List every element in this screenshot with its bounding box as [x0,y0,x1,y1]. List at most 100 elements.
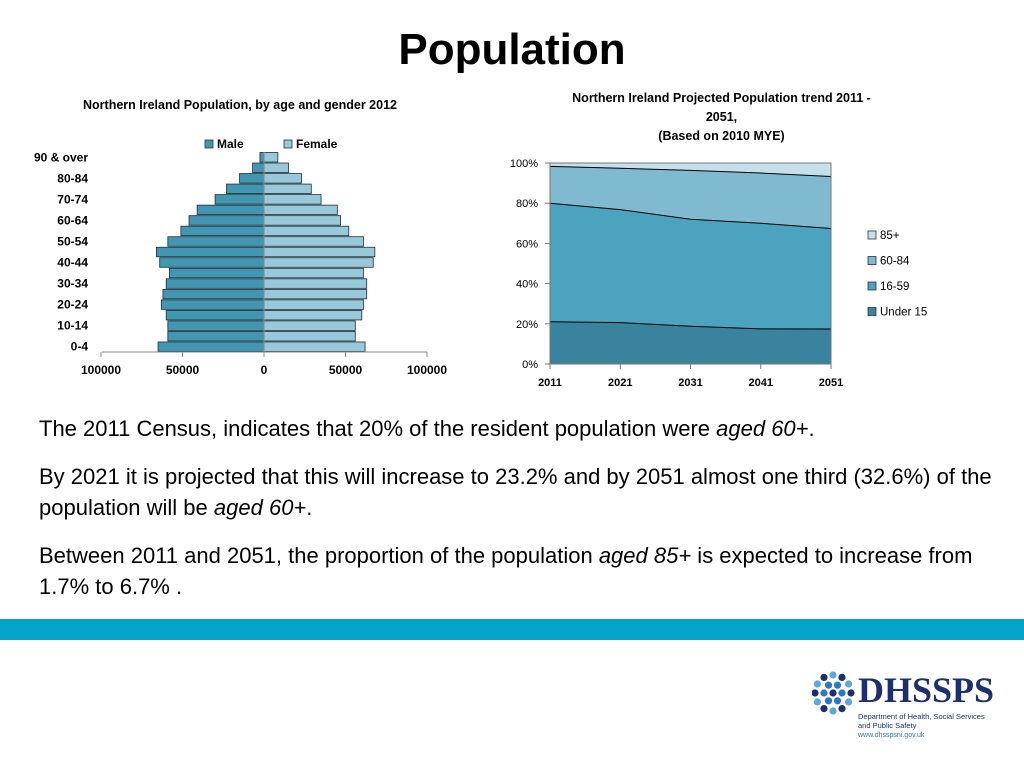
bar-female-50-54 [263,236,364,247]
y-tick-label: 70-74 [57,192,88,206]
legend-label-male: Male [217,137,244,151]
slide-title: Population [398,25,626,74]
legend-swatch-male [204,139,214,149]
body-text: The 2011 Census, indicates that 20% of t… [39,413,999,619]
trend-chart-title-line: Northern Ireland Projected Population tr… [572,91,871,105]
emphasis-text: aged 60+ [716,416,809,441]
bar-male-65-69 [196,204,265,216]
paragraph-text: . [306,495,313,520]
dhssps-logo: DHSSPS Department of Health, Social Serv… [812,670,1002,746]
bar-female-80-84 [263,173,302,184]
bar-female-15-19 [263,309,363,321]
y-tick-label: 40% [516,279,538,291]
trend-chart-title-line: 2051, [705,110,738,124]
series-boundary-line [549,321,832,330]
pyramid-chart-title: Northern Ireland Population, by age and … [83,98,397,112]
bar-male-5-9 [167,331,265,342]
legend-label-under-15: Under 15 [880,307,927,319]
paragraph-text: . [808,416,815,441]
x-tick-label: 2021 [608,377,632,389]
bar-male-90-over [259,152,265,163]
bar-male-50-54 [167,236,265,247]
series-boundary-line [549,202,832,230]
bar-female-65-69 [263,204,338,216]
body-paragraph: Between 2011 and 2051, the proportion of… [39,540,999,602]
bar-male-35-39 [169,267,265,279]
bar-male-80-84 [239,173,265,184]
bar-male-55-59 [180,225,265,237]
trend-chart-title: Northern Ireland Projected Population tr… [540,89,903,146]
logo-url: www.dhsspsni.gov.uk [858,732,925,739]
paragraph-text: The 2011 Census, indicates that 20% of t… [39,416,717,441]
emphasis-text: aged 85+ [598,543,692,568]
x-tick-label: 2011 [538,377,562,389]
legend-swatch-under-15 [867,307,877,316]
emphasis-text: aged 60+ [213,495,307,520]
bar-female-85-89 [263,162,289,173]
legend-label-60-84: 60-84 [880,256,910,268]
bar-male-15-19 [165,309,265,321]
area-16-59 [550,203,831,330]
y-tick-label: 60-64 [57,213,88,227]
footer-band [0,619,1024,640]
bar-female-20-24 [263,299,364,310]
y-tick-label: 50-54 [57,234,88,248]
area-60-84 [550,166,831,229]
x-tick-label: 2031 [678,377,702,389]
legend-swatch-female [283,139,293,149]
bar-male-60-64 [188,215,265,226]
body-paragraph: The 2011 Census, indicates that 20% of t… [39,413,999,444]
y-tick-label: 30-34 [57,277,88,291]
x-tick-label: 100000 [81,363,121,377]
bar-female-70-74 [263,194,322,205]
legend-label-female: Female [296,137,338,151]
paragraph-text: is expected to increase from 1.7% to 6.7… [39,543,973,599]
bar-female-60-64 [263,215,342,226]
y-tick-label: 90 & over [34,150,88,164]
legend-swatch-60-84 [867,256,877,265]
logo-department-line: Department of Health, Social Services [858,712,985,721]
bar-male-45-49 [156,246,265,258]
bar-female-55-59 [263,225,350,237]
x-tick-label: 2041 [749,377,773,389]
bar-male-0-4 [157,341,265,352]
plot-frame [549,162,832,365]
bar-female-5-9 [263,331,356,342]
body-paragraph: By 2021 it is projected that this will i… [39,461,999,523]
area-85+ [550,163,831,177]
y-tick-label: 0% [522,359,538,371]
y-tick-label: 80-84 [57,171,88,185]
bar-male-75-79 [226,183,265,195]
bar-male-30-34 [165,278,265,289]
trend-chart-title-line: (Based on 2010 MYE) [658,129,785,143]
bar-male-10-14 [167,320,265,331]
bar-female-35-39 [263,267,364,279]
y-tick-label: 40-44 [57,256,88,270]
x-tick-label: 0 [261,363,268,377]
bar-female-45-49 [263,246,376,258]
bar-male-25-29 [162,288,265,300]
y-tick-label: 20-24 [57,298,88,312]
bar-female-40-44 [263,257,374,268]
bar-female-10-14 [263,320,356,331]
logo-department-line: and Public Safety [858,721,917,730]
legend-swatch-85- [867,230,877,240]
bar-female-90-over [263,152,279,163]
y-tick-label: 0-4 [71,340,89,354]
y-tick-label: 100% [510,158,538,170]
bar-male-40-44 [159,257,265,268]
bar-female-30-34 [263,278,368,289]
x-tick-label: 100000 [407,363,447,377]
y-tick-label: 20% [516,319,538,331]
logo-wordmark: DHSSPS [858,670,995,710]
legend-label-16-59: 16-59 [880,281,909,293]
series-boundary-line [549,165,832,177]
y-tick-label: 80% [516,198,538,210]
y-tick-label: 10-14 [57,319,88,333]
bar-male-70-74 [214,194,265,205]
y-tick-label: 60% [516,238,538,250]
paragraph-text: Between 2011 and 2051, the proportion of… [39,543,599,568]
dhssps-logo-mark-icon [812,671,855,715]
bar-female-0-4 [263,341,366,352]
x-tick-label: 2051 [819,377,843,389]
